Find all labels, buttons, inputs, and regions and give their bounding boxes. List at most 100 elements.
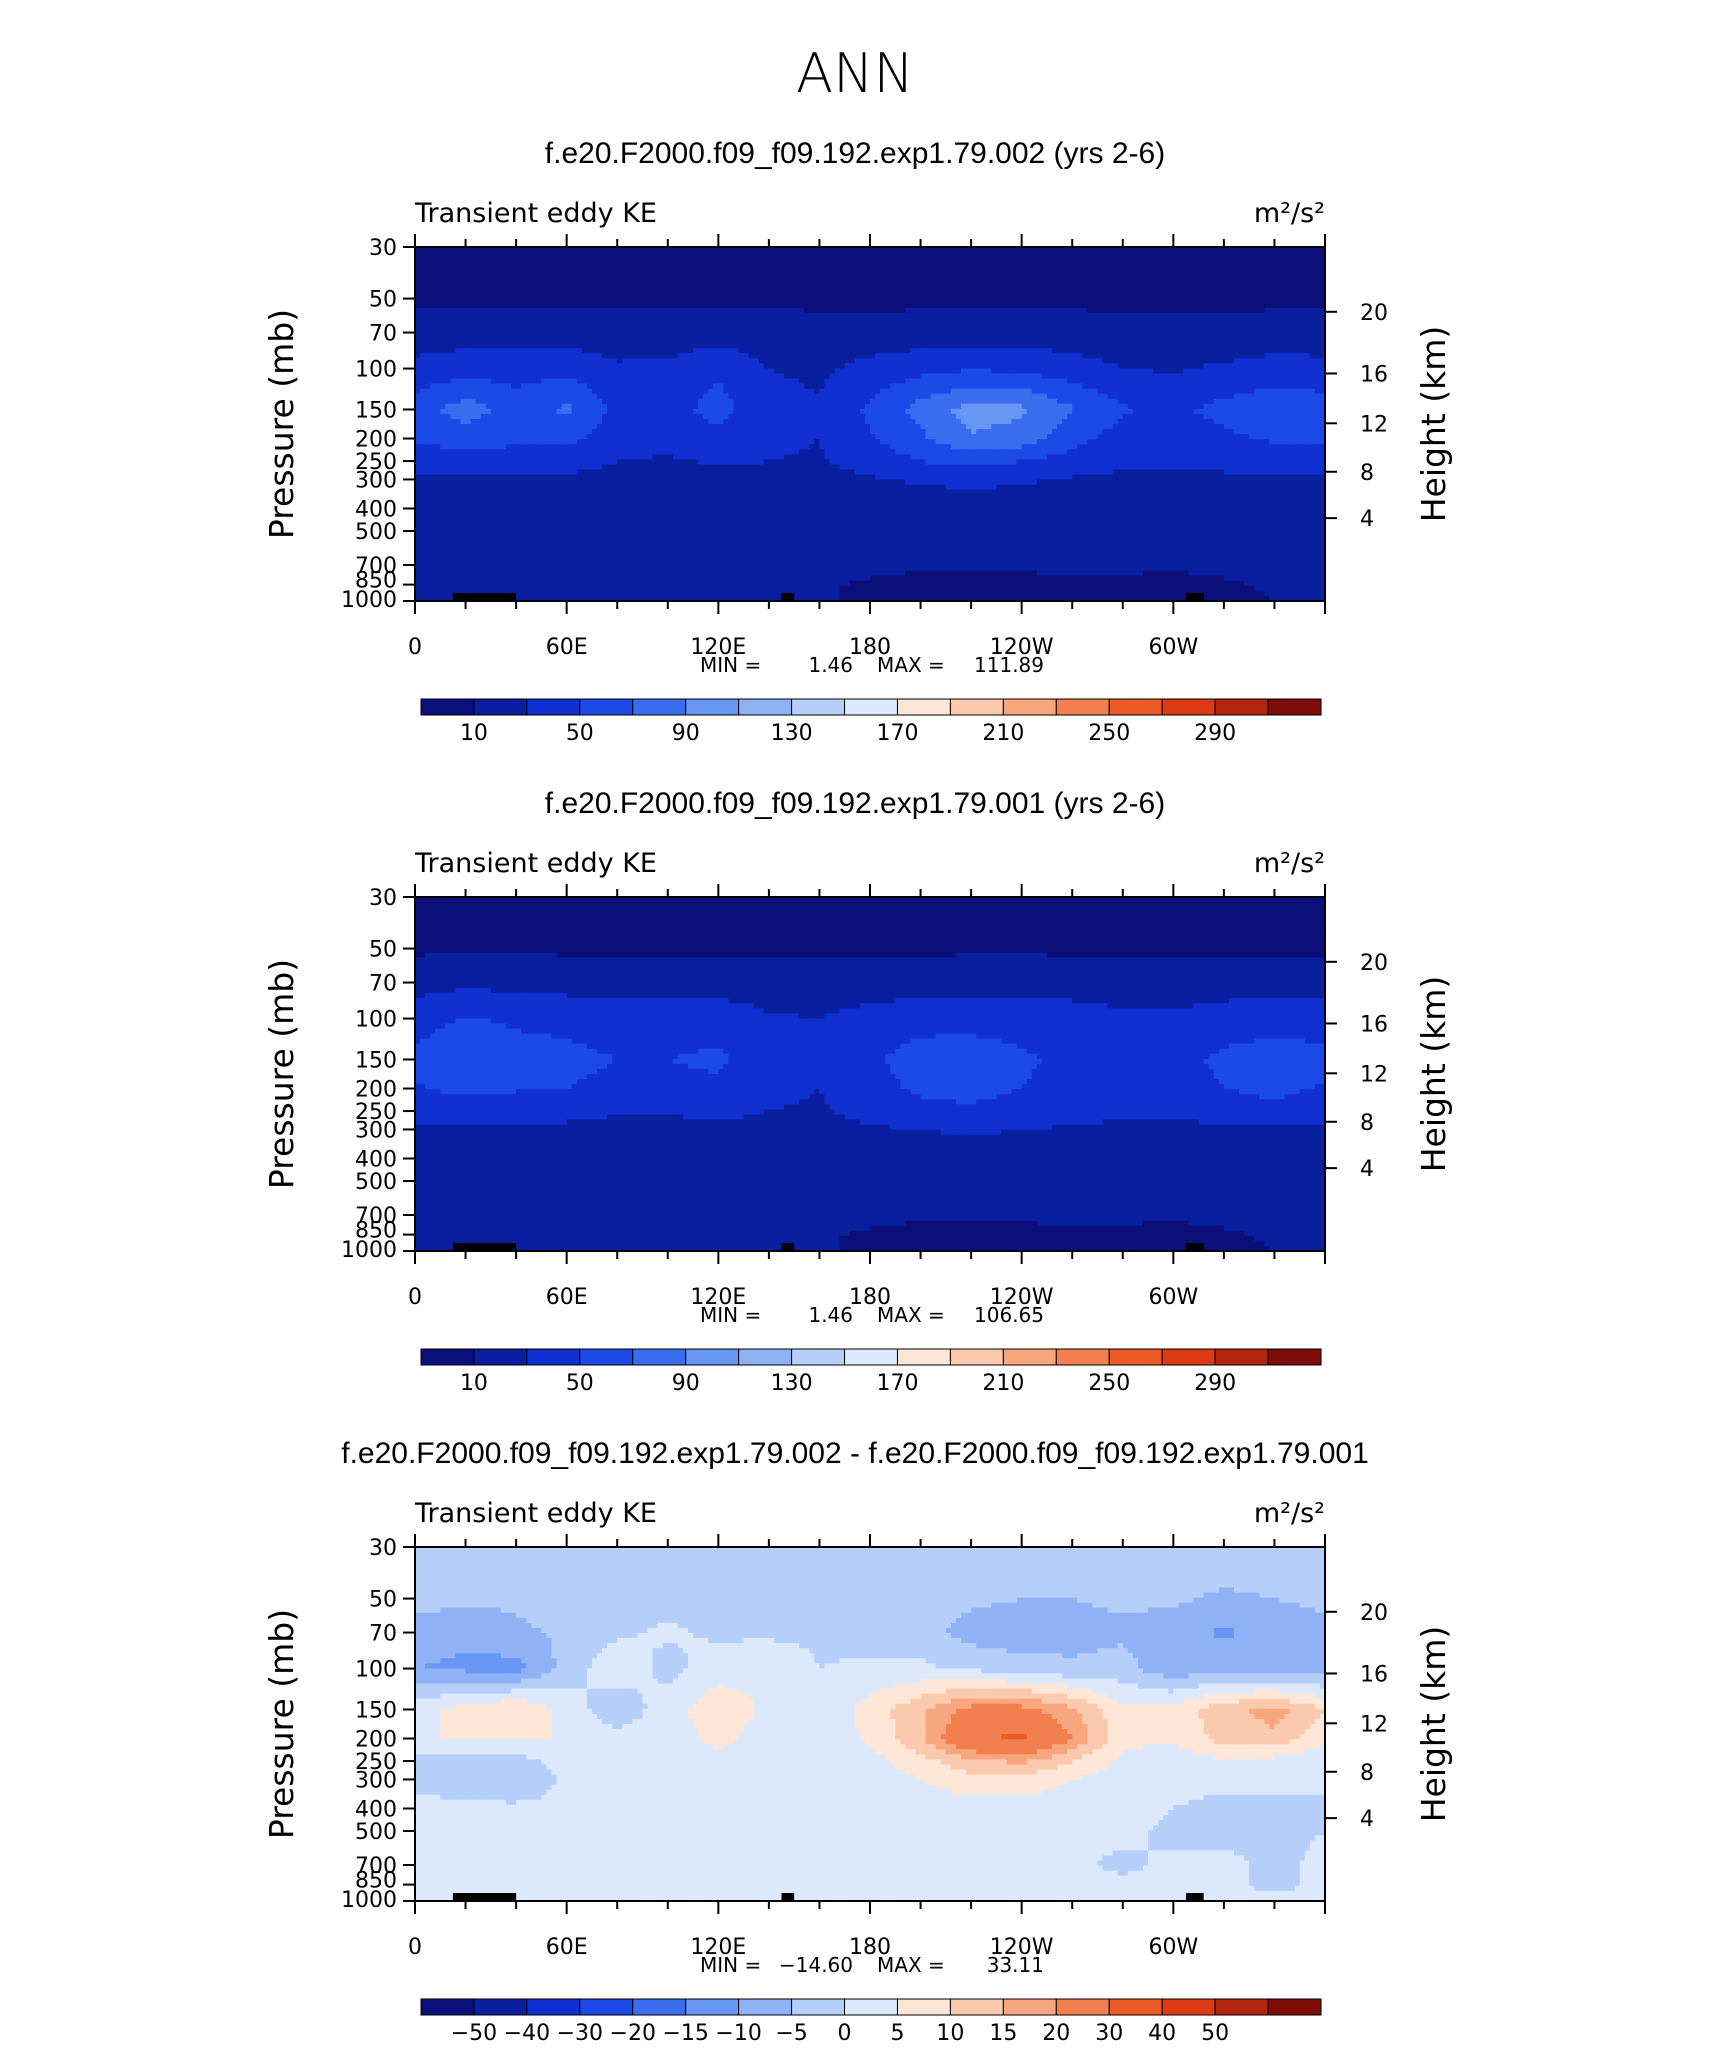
- heatmap-cell: [455, 373, 462, 380]
- heatmap-cell: [1016, 277, 1023, 284]
- heatmap-cell: [849, 378, 856, 385]
- heatmap-cell: [925, 262, 932, 268]
- heatmap-cell: [738, 307, 745, 314]
- heatmap-cell: [930, 257, 937, 263]
- heatmap-cell: [1234, 272, 1240, 279]
- heatmap-cell: [1077, 297, 1084, 304]
- heatmap-cell: [940, 302, 947, 309]
- heatmap-cell: [1319, 272, 1326, 279]
- heatmap-cell: [854, 297, 861, 304]
- heatmap-cell: [1153, 277, 1159, 284]
- heatmap-cell: [531, 302, 538, 309]
- heatmap-cell: [1168, 272, 1175, 279]
- heatmap-cell: [1077, 302, 1084, 309]
- heatmap-cell: [1319, 282, 1326, 289]
- heatmap-cell: [465, 332, 472, 339]
- heatmap-cell: [556, 272, 563, 279]
- heatmap-cell: [1001, 363, 1008, 370]
- heatmap-cell: [864, 373, 871, 380]
- heatmap-cell: [1158, 287, 1164, 294]
- heatmap-cell: [521, 247, 527, 253]
- heatmap-cell: [895, 373, 902, 380]
- heatmap-cell: [571, 297, 578, 304]
- heatmap-cell: [1254, 373, 1260, 380]
- heatmap-cell: [470, 297, 477, 304]
- heatmap-cell: [738, 327, 745, 334]
- heatmap-cell: [662, 343, 669, 349]
- heatmap-cell: [1031, 277, 1038, 284]
- heatmap-cell: [1249, 307, 1255, 314]
- heatmap-cell: [1041, 322, 1048, 329]
- heatmap-cell: [1046, 353, 1053, 359]
- heatmap-cell: [581, 247, 588, 253]
- heatmap-cell: [738, 348, 745, 354]
- heatmap-cell: [738, 317, 745, 324]
- heatmap-cell: [1234, 363, 1240, 370]
- heatmap-cell: [435, 327, 441, 334]
- heatmap-cell: [1163, 358, 1169, 365]
- heatmap-cell: [1117, 378, 1124, 385]
- heatmap-cell: [688, 327, 694, 334]
- heatmap-cell: [875, 327, 881, 334]
- heatmap-cell: [829, 322, 836, 329]
- heatmap-cell: [490, 252, 497, 258]
- heatmap-cell: [900, 267, 907, 273]
- heatmap-cell: [870, 322, 876, 329]
- heatmap-cell: [652, 312, 659, 319]
- heatmap-cell: [1163, 373, 1169, 380]
- heatmap-cell: [718, 368, 725, 375]
- heatmap-cell: [1173, 267, 1180, 273]
- heatmap-cell: [991, 247, 998, 253]
- heatmap-cell: [799, 322, 805, 329]
- heatmap-cell: [536, 267, 543, 273]
- heatmap-cell: [602, 383, 608, 390]
- heatmap-cell: [1188, 282, 1195, 289]
- heatmap-cell: [551, 343, 558, 349]
- heatmap-cell: [495, 252, 502, 258]
- heatmap-cell: [495, 343, 502, 349]
- heatmap-cell: [1163, 252, 1169, 258]
- heatmap-cell: [506, 247, 512, 253]
- heatmap-cell: [1259, 343, 1266, 349]
- heatmap-cell: [1077, 292, 1084, 299]
- heatmap-cell: [1309, 302, 1316, 309]
- heatmap-cell: [1309, 332, 1316, 339]
- heatmap-cell: [1072, 358, 1078, 365]
- heatmap-cell: [864, 322, 871, 329]
- heatmap-cell: [1264, 287, 1271, 294]
- heatmap-cell: [490, 287, 497, 294]
- heatmap-cell: [981, 292, 987, 299]
- heatmap-cell: [1153, 247, 1159, 253]
- heatmap-cell: [1006, 378, 1013, 385]
- heatmap-cell: [910, 343, 917, 349]
- heatmap-cell: [834, 267, 841, 273]
- heatmap-cell: [1107, 272, 1114, 279]
- heatmap-cell: [1168, 312, 1175, 319]
- heatmap-cell: [470, 312, 477, 319]
- heatmap-cell: [1016, 373, 1023, 380]
- heatmap-cell: [1092, 343, 1099, 349]
- heatmap-cell: [597, 262, 603, 268]
- heatmap-cell: [1127, 373, 1134, 380]
- heatmap-cell: [546, 272, 553, 279]
- heatmap-cell: [1163, 282, 1169, 289]
- heatmap-cell: [713, 282, 720, 289]
- heatmap-cell: [819, 312, 826, 319]
- heatmap-cell: [1046, 292, 1053, 299]
- heatmap-cell: [1289, 338, 1296, 344]
- heatmap-cell: [450, 312, 457, 319]
- heatmap-cell: [581, 322, 588, 329]
- heatmap-cell: [642, 292, 649, 299]
- heatmap-cell: [809, 297, 816, 304]
- heatmap-cell: [1026, 302, 1033, 309]
- heatmap-cell: [551, 327, 558, 334]
- heatmap-cell: [576, 348, 583, 354]
- heatmap-cell: [637, 317, 644, 324]
- heatmap-cell: [1163, 247, 1169, 253]
- heatmap-cell: [526, 272, 532, 279]
- heatmap-cell: [1234, 292, 1240, 299]
- heatmap-cell: [753, 292, 760, 299]
- heatmap-cell: [1072, 292, 1078, 299]
- heatmap-cell: [1269, 373, 1276, 380]
- heatmap-cell: [1072, 322, 1078, 329]
